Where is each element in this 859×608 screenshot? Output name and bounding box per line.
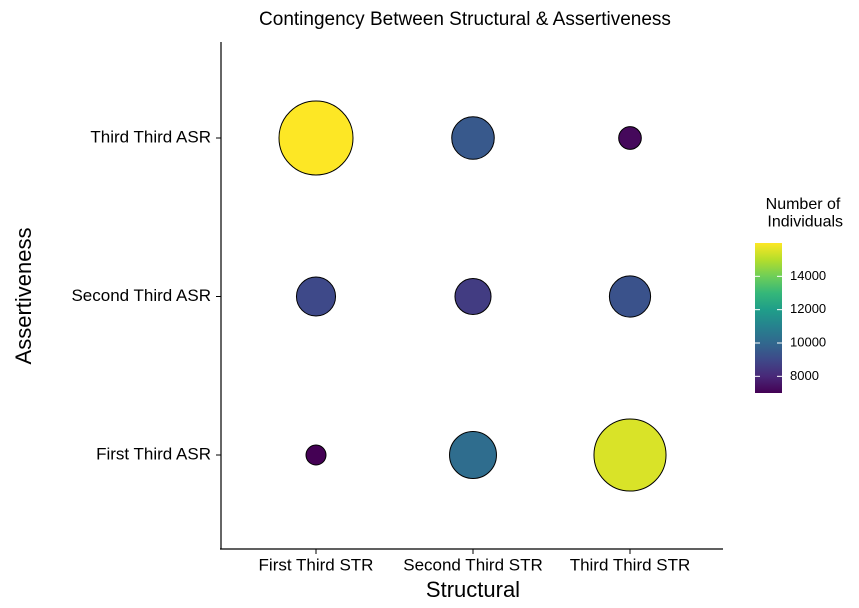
colorbar (755, 243, 782, 393)
bubble (593, 418, 667, 492)
bubble (454, 277, 492, 316)
colorbar-tick-label: 12000 (790, 301, 826, 316)
colorbar-tick-label: 14000 (790, 268, 826, 283)
x-axis-label: Structural (426, 577, 520, 602)
y-tick-label: First Third ASR (96, 444, 211, 463)
x-tick-label: Third Third STR (570, 555, 691, 574)
chart-title: Contingency Between Structural & Asserti… (259, 9, 671, 30)
y-axis-label: Assertiveness (11, 228, 36, 365)
bubble (305, 444, 327, 466)
x-tick-label: First Third STR (259, 555, 374, 574)
x-tick-label: Second Third STR (403, 555, 543, 574)
colorbar-tick-label: 8000 (790, 368, 819, 383)
colorbar-tick-label: 10000 (790, 334, 826, 349)
bubble (618, 126, 642, 150)
y-tick-label: Second Third ASR (71, 286, 211, 305)
bubble (608, 275, 652, 318)
bubble (451, 116, 495, 160)
y-tick-label: Third Third ASR (90, 127, 211, 146)
bubble (295, 276, 337, 317)
bubble (449, 431, 497, 479)
bubble (278, 100, 354, 176)
legend-title: Number of Individuals (763, 196, 843, 231)
